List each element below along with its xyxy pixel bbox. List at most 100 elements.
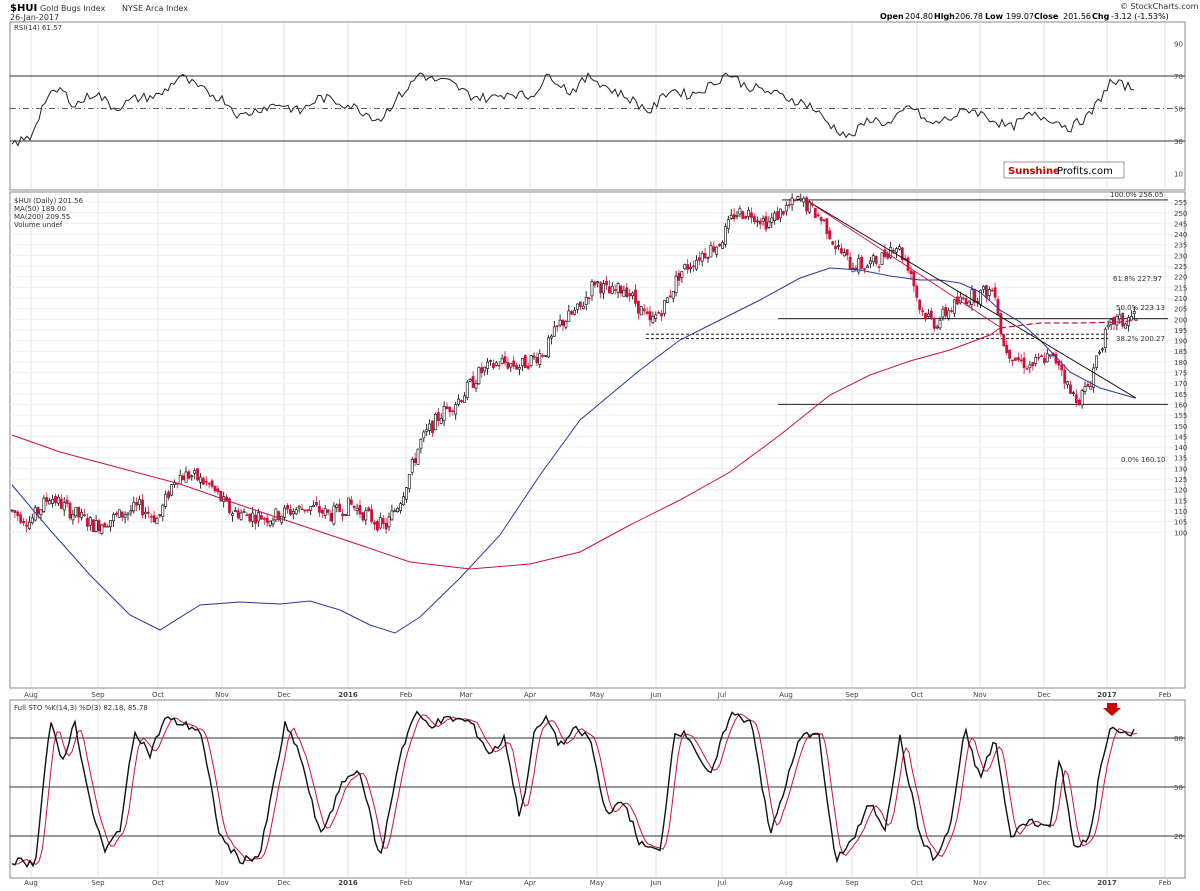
x-label: Sep — [845, 691, 859, 699]
downtrend-line-black — [805, 199, 1137, 399]
candle-down — [1031, 362, 1035, 367]
vertical-grid — [30, 23, 1166, 877]
candle-down — [816, 214, 820, 217]
candle-down — [77, 506, 81, 518]
candle-up — [1106, 324, 1110, 328]
price-tick: 150 — [1174, 423, 1187, 431]
candle-up — [674, 275, 678, 294]
candle-down — [744, 215, 748, 219]
candle-down — [1002, 334, 1006, 347]
candle-up — [1098, 351, 1101, 354]
candle-down — [1121, 312, 1125, 327]
price-tick: 135 — [1174, 455, 1187, 463]
x-label: Oct — [911, 691, 923, 699]
candle-up — [439, 418, 443, 424]
candle-up — [457, 398, 461, 405]
candle-down — [805, 197, 809, 212]
candle-down — [288, 509, 292, 515]
candle-up — [953, 299, 956, 314]
watermark-profits: Profits.com — [1057, 166, 1113, 177]
down-arrow-icon — [1103, 703, 1121, 716]
candle-up — [489, 360, 492, 362]
fib-label-50: 50.0% 223.13 — [1116, 304, 1165, 312]
candle-down — [918, 299, 922, 311]
candle-down — [352, 505, 356, 508]
x-label: Mar — [459, 691, 472, 699]
candle-up — [767, 221, 771, 228]
candle-down — [248, 513, 252, 522]
candle-up — [770, 217, 774, 223]
candle-up — [584, 297, 588, 305]
candle-up — [27, 521, 31, 529]
candle-up — [402, 496, 405, 505]
candle-down — [932, 317, 936, 329]
x-label: Sep — [845, 879, 859, 887]
price-tick: 170 — [1174, 380, 1187, 388]
candle-up — [312, 504, 316, 508]
candle-up — [477, 367, 481, 385]
candle-up — [283, 507, 287, 518]
candle-down — [225, 496, 229, 502]
candle-down — [120, 511, 124, 518]
candle-up — [1092, 367, 1096, 388]
price-tick: 130 — [1174, 465, 1187, 473]
candle-down — [984, 285, 988, 299]
candle-down — [990, 289, 994, 292]
candle-up — [294, 509, 298, 515]
candle-down — [149, 516, 153, 518]
candle-down — [929, 310, 933, 319]
candle-down — [202, 478, 205, 485]
price-tick: 240 — [1174, 231, 1187, 239]
candle-down — [106, 526, 110, 528]
candle-down — [877, 266, 881, 268]
candle-down — [1013, 357, 1017, 361]
candle-up — [10, 509, 14, 512]
candle-up — [1132, 311, 1136, 314]
candle-up — [796, 196, 800, 200]
fib-labels: 100.0% 256.05 61.8% 227.97 50.0% 223.13 … — [1110, 191, 1166, 464]
candle-up — [735, 215, 739, 217]
fib-label-0: 0.0% 160.10 — [1121, 456, 1166, 464]
candle-down — [361, 512, 365, 521]
close-label: Close — [1034, 12, 1059, 21]
candle-up — [242, 511, 246, 513]
candle-down — [607, 286, 611, 294]
candle-down — [384, 523, 388, 530]
candle-down — [950, 310, 954, 312]
candle-down — [523, 354, 527, 369]
legend-ma50: MA(50) 189.00 — [14, 205, 66, 213]
candle-up — [332, 505, 336, 525]
candle-down — [1037, 356, 1041, 359]
rsi-tick: 70 — [1174, 73, 1183, 81]
candle-up — [80, 512, 84, 518]
candle-down — [741, 211, 745, 219]
candle-up — [979, 289, 983, 305]
candle-down — [599, 282, 603, 294]
candle-down — [906, 257, 910, 271]
candle-up — [170, 484, 173, 496]
candle-up — [274, 508, 278, 521]
x-label: Feb — [1159, 691, 1172, 699]
candle-up — [1124, 323, 1128, 329]
candle-up — [126, 512, 130, 516]
x-label: May — [590, 879, 604, 887]
candle-up — [309, 505, 313, 511]
candle-down — [367, 507, 371, 511]
sto-panel-frame — [9, 699, 1186, 879]
candle-down — [732, 214, 736, 219]
candle-up — [602, 283, 606, 294]
candle-down — [834, 245, 838, 250]
candle-up — [494, 362, 498, 366]
candle-down — [1057, 360, 1061, 366]
trend-lines — [805, 199, 1137, 399]
candle-up — [715, 246, 719, 255]
candle-up — [268, 520, 272, 526]
price-tick: 185 — [1174, 348, 1187, 356]
price-tick: 195 — [1174, 327, 1187, 335]
candle-down — [535, 357, 539, 364]
candle-down — [1060, 364, 1064, 371]
price-axis-ticks: 255 250 245 240 235 230 225 220 215 210 205 200 195 1… — [1174, 199, 1187, 537]
candle-up — [425, 429, 429, 432]
candle-down — [196, 468, 200, 481]
candle-down — [825, 218, 829, 234]
